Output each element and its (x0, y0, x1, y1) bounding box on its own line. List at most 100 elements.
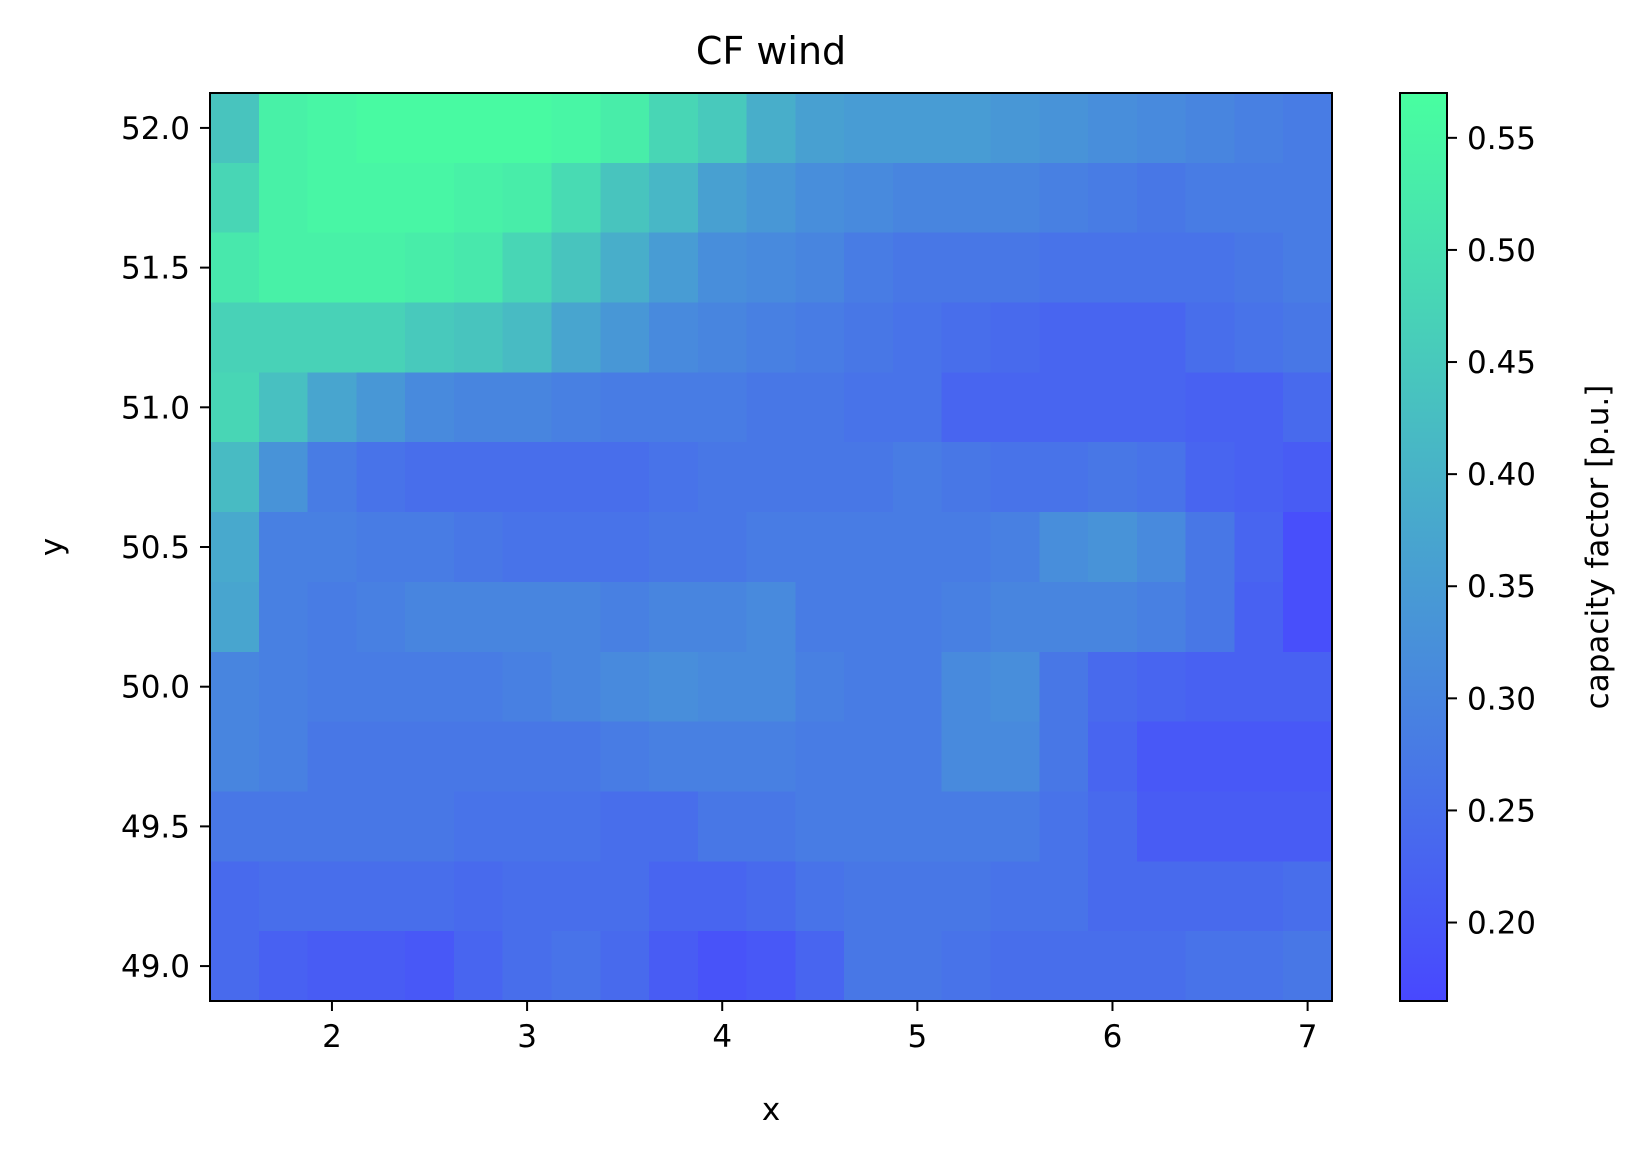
heatmap-cell (1039, 442, 1089, 513)
heatmap-cell (551, 861, 601, 932)
heatmap-cell (795, 162, 845, 234)
heatmap-cell (892, 442, 943, 513)
heatmap-cell (746, 931, 796, 1002)
heatmap-cell (1185, 512, 1236, 583)
y-axis-ticks: 49.0 49.5 50.0 50.5 51.0 51.5 52.0 (121, 111, 210, 985)
heatmap-cell (356, 162, 406, 234)
heatmap-cell (1283, 93, 1333, 164)
heatmap-cell (210, 302, 260, 373)
heatmap-cell (1185, 372, 1236, 443)
heatmap-cell (892, 581, 943, 653)
heatmap-cell (307, 372, 357, 443)
heatmap-cell (551, 581, 601, 653)
heatmap-cell (307, 581, 357, 653)
heatmap-cell (307, 651, 357, 723)
heatmap-cell (453, 232, 504, 304)
heatmap-cell (941, 162, 992, 234)
heatmap-cell (1088, 162, 1138, 234)
heatmap-cell (600, 232, 650, 304)
heatmap-cell (405, 232, 455, 304)
heatmap-cell (1088, 442, 1138, 513)
heatmap-cell (746, 372, 796, 443)
heatmap-cell (551, 372, 601, 443)
heatmap-cell (746, 721, 796, 793)
heatmap-cell (1136, 372, 1187, 443)
heatmap-cell (941, 442, 992, 513)
heatmap-cell (307, 93, 357, 164)
heatmap-cell (1136, 581, 1187, 653)
heatmap-cell (1136, 302, 1187, 373)
heatmap-cell (1185, 931, 1236, 1002)
heatmap-cell (258, 442, 309, 513)
heatmap-cell (649, 442, 699, 513)
heatmap-cell (210, 581, 260, 653)
x-tick-label: 6 (1103, 1019, 1123, 1055)
x-tick-label: 5 (907, 1019, 927, 1055)
heatmap-cell (844, 861, 894, 932)
heatmap-cell (990, 721, 1040, 793)
heatmap-cell (697, 931, 748, 1002)
heatmap-cell (892, 931, 943, 1002)
y-tick-label: 49.5 (121, 809, 190, 845)
heatmap-cell (551, 442, 601, 513)
heatmap-cell (258, 861, 309, 932)
heatmap-cell (697, 651, 748, 723)
heatmap-cell (307, 861, 357, 932)
heatmap-cell (1234, 442, 1284, 513)
heatmap-cell (1234, 791, 1284, 862)
heatmap-cell (307, 302, 357, 373)
colorbar-tick-label: 0.40 (1467, 457, 1536, 493)
heatmap-cell (941, 302, 992, 373)
heatmap-cell (1234, 931, 1284, 1002)
heatmap-cell (1039, 512, 1089, 583)
colorbar-label: capacity factor [p.u.] (1580, 385, 1616, 710)
heatmap-cell (258, 512, 309, 583)
heatmap-cell (746, 232, 796, 304)
heatmap-cell (600, 651, 650, 723)
heatmap-cell (697, 372, 748, 443)
heatmap-cell (1283, 651, 1333, 723)
heatmap-cell (1234, 861, 1284, 932)
x-tick-label: 4 (712, 1019, 732, 1055)
heatmap-cell (356, 791, 406, 862)
heatmap-cell (600, 442, 650, 513)
heatmap-cell (795, 791, 845, 862)
heatmap-cell (697, 791, 748, 862)
heatmap-cell (892, 861, 943, 932)
heatmap-cell (600, 581, 650, 653)
heatmap-cell (1039, 232, 1089, 304)
heatmap-cell (990, 581, 1040, 653)
heatmap-cell (258, 581, 309, 653)
heatmap-cell (941, 721, 992, 793)
heatmap-cell (1088, 721, 1138, 793)
heatmap-cell (795, 372, 845, 443)
heatmap-cell (649, 791, 699, 862)
heatmap-cell (844, 651, 894, 723)
heatmap-cell (600, 162, 650, 234)
heatmap-cell (746, 93, 796, 164)
heatmap-cell (844, 931, 894, 1002)
heatmap-cell (551, 232, 601, 304)
y-axis-label: y (34, 538, 70, 556)
heatmap-cell (1136, 931, 1187, 1002)
heatmap-cell (405, 931, 455, 1002)
heatmap-cell (1136, 651, 1187, 723)
heatmap-cell (307, 931, 357, 1002)
heatmap-cell (1039, 162, 1089, 234)
heatmap-cell (697, 512, 748, 583)
heatmap-cell (356, 721, 406, 793)
heatmap-cell (1088, 232, 1138, 304)
heatmap-cell (1088, 372, 1138, 443)
heatmap-cell (453, 861, 504, 932)
heatmap-cell (1234, 581, 1284, 653)
heatmap-cell (307, 512, 357, 583)
heatmap-cell (649, 302, 699, 373)
heatmap-cell (210, 791, 260, 862)
heatmap-cell (795, 302, 845, 373)
heatmap-cell (941, 93, 992, 164)
heatmap-cell (795, 512, 845, 583)
heatmap-cell (1136, 861, 1187, 932)
heatmap-cell (1039, 581, 1089, 653)
heatmap-cell (1136, 442, 1187, 513)
heatmap-cell (990, 232, 1040, 304)
